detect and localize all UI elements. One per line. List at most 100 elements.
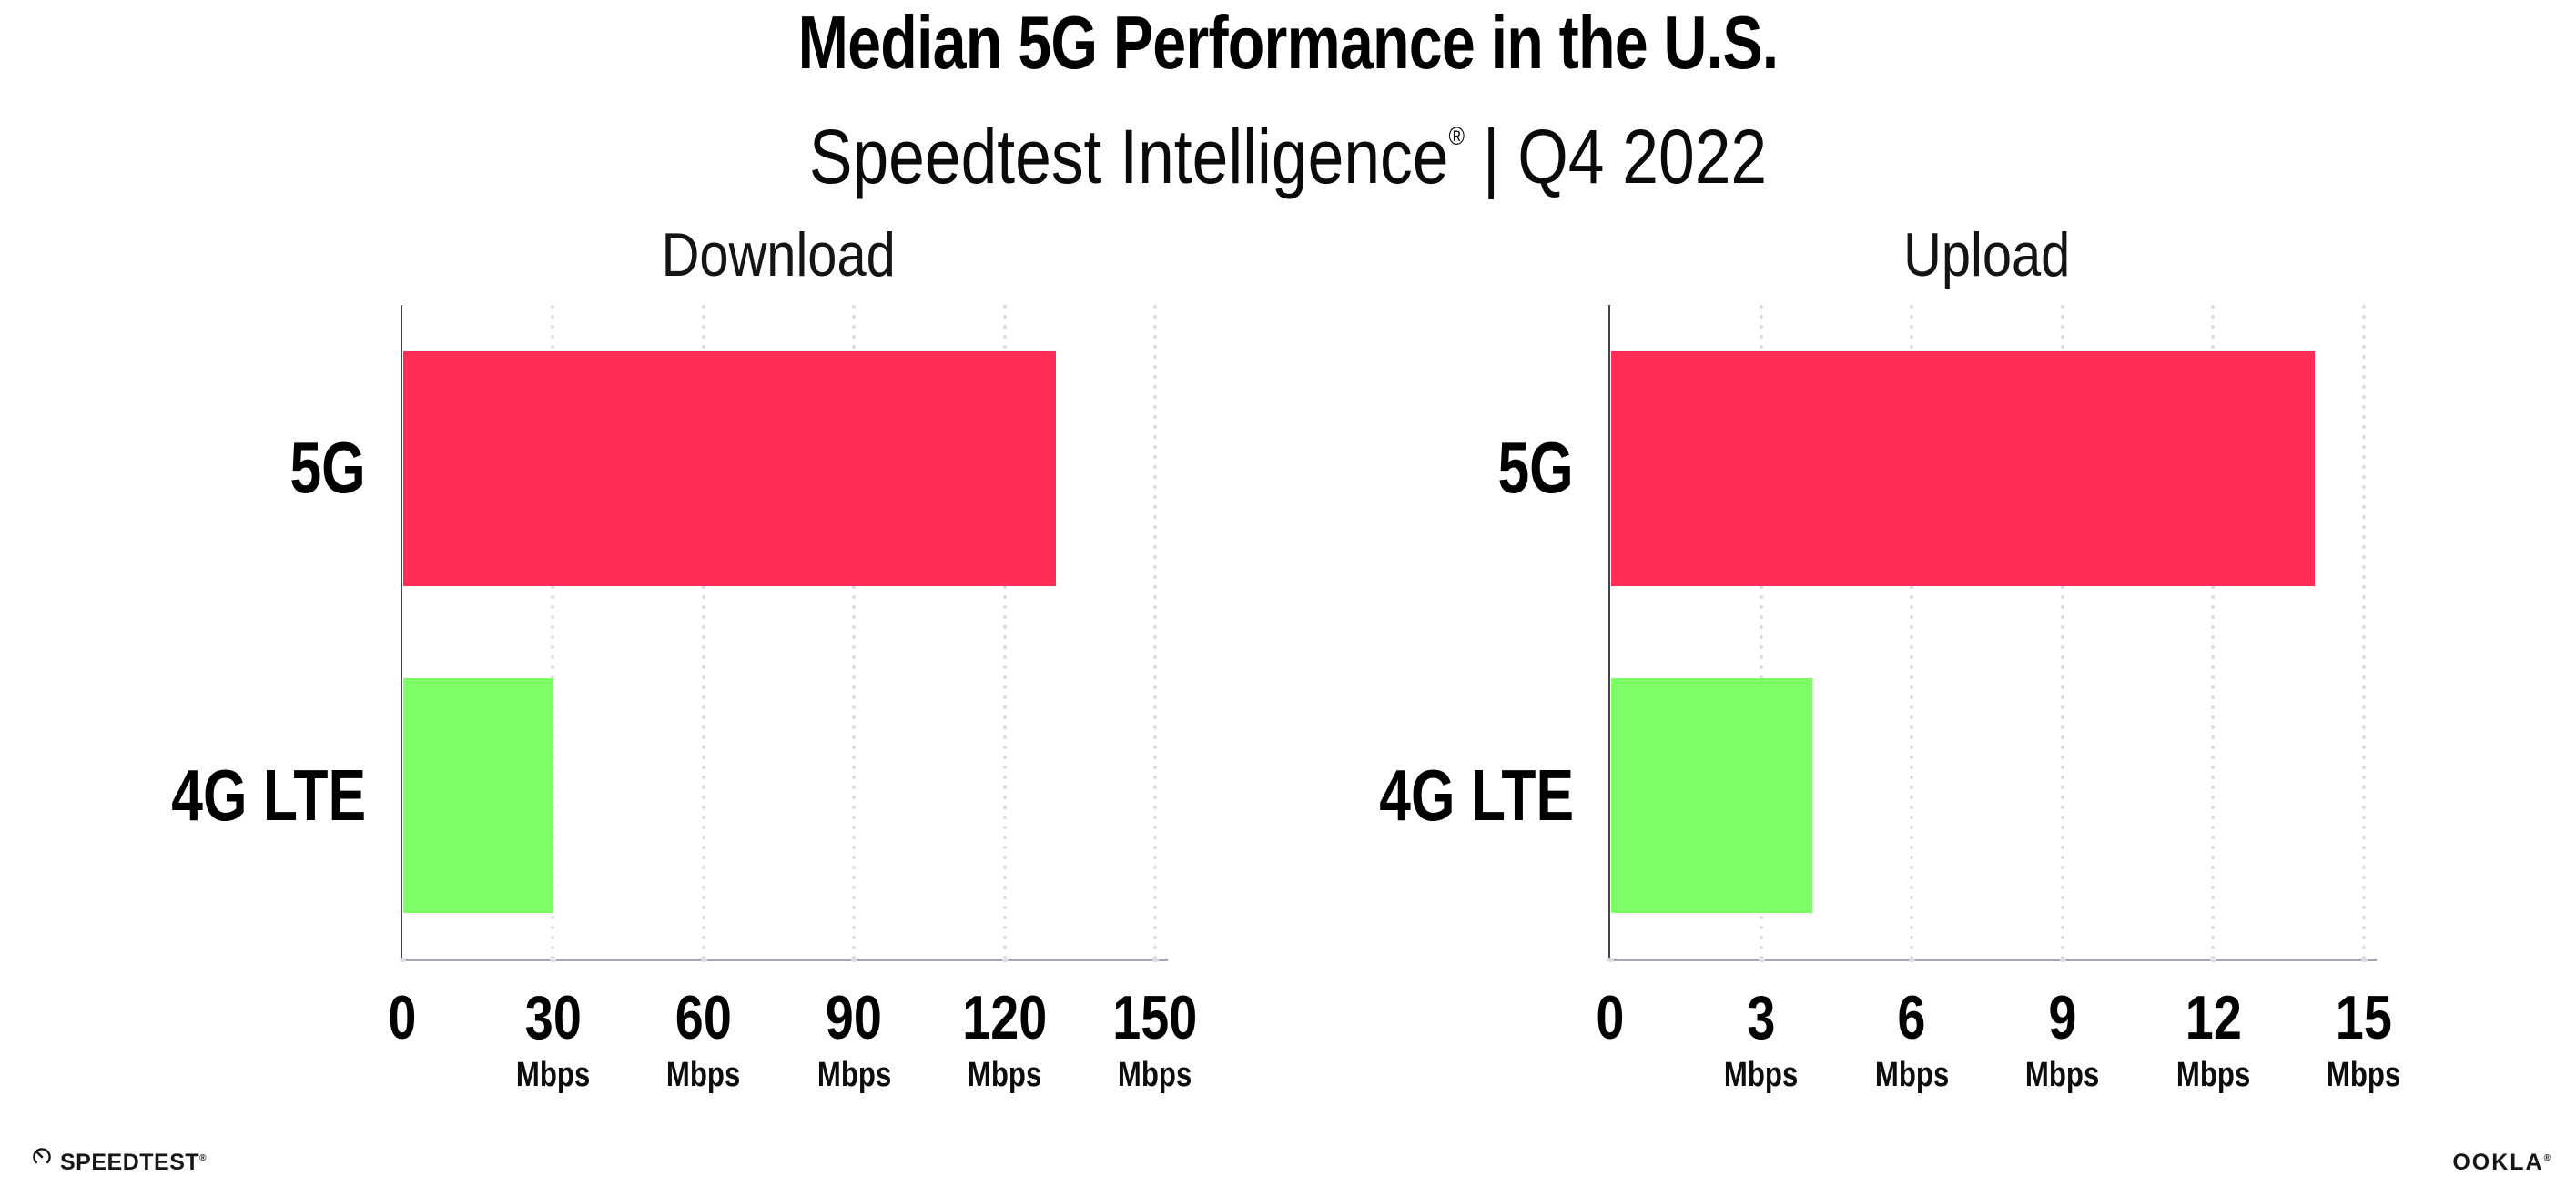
ookla-wordmark: OOKLA <box>2452 1150 2544 1175</box>
tick-dot-6 <box>1909 958 1916 962</box>
tick-label-text: 60 <box>674 983 732 1052</box>
tick-label-9: 9 <box>1962 981 2163 1054</box>
tick-label-90: 90 <box>754 981 954 1054</box>
tick-unit-120: Mbps <box>905 1054 1105 1096</box>
tick-dot-0 <box>400 958 406 962</box>
gridline-60 <box>701 305 705 959</box>
tick-unit-6: Mbps <box>1811 1054 2012 1096</box>
tick-dot-0 <box>1607 958 1614 962</box>
tick-label-text: 15 <box>2335 983 2393 1052</box>
tick-unit-text: Mbps <box>967 1056 1042 1094</box>
tick-label-0: 0 <box>1510 981 1710 1054</box>
registered-mark: ® <box>1448 122 1465 150</box>
subtitle-brand: Speedtest Intelligence <box>808 114 1449 199</box>
ookla-logo: OOKLA® <box>2452 1145 2551 1175</box>
tick-label-30: 30 <box>452 981 653 1054</box>
download-chart-title: Download <box>402 218 1155 291</box>
upload-plot-area <box>1607 305 2377 962</box>
row-label-5g: 5G <box>20 413 366 522</box>
tick-dot-120 <box>1001 958 1009 962</box>
row-label-5g-text: 5G <box>289 427 366 508</box>
bar-5g <box>403 351 1056 586</box>
tick-dot-3 <box>1758 958 1765 962</box>
gridline-30 <box>551 305 555 959</box>
tick-unit-60: Mbps <box>603 1054 804 1096</box>
page-title: Median 5G Performance in the U.S. <box>0 0 2576 86</box>
tick-unit-text: Mbps <box>1874 1056 1949 1094</box>
bar-4g-lte <box>1611 678 1812 913</box>
tick-label-text: 6 <box>1897 983 1926 1052</box>
bar-4g-lte <box>403 678 553 913</box>
gridline-6 <box>1910 305 1914 959</box>
tick-label-60: 60 <box>603 981 804 1054</box>
x-axis <box>1608 959 2377 961</box>
tick-unit-9: Mbps <box>1962 1054 2163 1096</box>
row-label-4g-lte: 4G LTE <box>20 741 366 850</box>
row-label-4g-lte-text: 4G LTE <box>171 755 366 836</box>
tick-label-text: 9 <box>2048 983 2077 1052</box>
tick-unit-text: Mbps <box>515 1056 591 1094</box>
gridline-120 <box>1002 305 1007 959</box>
tick-dot-90 <box>851 958 858 962</box>
gridline-15 <box>2362 305 2366 959</box>
tick-label-12: 12 <box>2113 981 2313 1054</box>
subtitle-text: Speedtest Intelligence® | Q4 2022 <box>809 91 1767 202</box>
tick-label-3: 3 <box>1661 981 1861 1054</box>
bar-5g <box>1611 351 2315 586</box>
tick-label-text: 90 <box>826 983 883 1052</box>
tick-unit-12: Mbps <box>2113 1054 2313 1096</box>
upload-chart-title: Upload <box>1610 218 2364 291</box>
download-chart: Download 5G 4G LTE 0 30 Mbps 60 Mbps 90 Mbps 12… <box>20 209 1228 1106</box>
tick-label-text: 120 <box>962 983 1048 1052</box>
tick-dot-150 <box>1152 958 1159 962</box>
tick-unit-text: Mbps <box>666 1056 741 1094</box>
page-title-text: Median 5G Performance in the U.S. <box>797 0 1780 85</box>
upload-chart: Upload 5G 4G LTE 0 3 Mbps 6 Mbps 9 Mbps 12 Mbps 1… <box>1228 209 2437 1106</box>
tick-label-150: 150 <box>1055 981 1255 1054</box>
gridline-3 <box>1759 305 1763 959</box>
speedtest-wordmark: SPEEDTEST® <box>60 1145 207 1175</box>
tick-unit-text: Mbps <box>2175 1056 2251 1094</box>
tick-unit-text: Mbps <box>1118 1056 1192 1094</box>
tick-label-15: 15 <box>2264 981 2464 1054</box>
tick-unit-15: Mbps <box>2264 1054 2464 1096</box>
download-chart-title-text: Download <box>661 220 897 289</box>
tick-unit-text: Mbps <box>2327 1056 2401 1094</box>
speedtest-registered-mark: ® <box>199 1153 207 1163</box>
tick-label-0: 0 <box>302 981 502 1054</box>
page-subtitle: Speedtest Intelligence® | Q4 2022 <box>0 91 2576 199</box>
tick-unit-text: Mbps <box>816 1056 891 1094</box>
row-label-4g-lte: 4G LTE <box>1228 741 1574 850</box>
tick-dot-15 <box>2361 958 2368 962</box>
y-axis <box>401 305 402 960</box>
tick-label-text: 3 <box>1747 983 1776 1052</box>
tick-unit-3: Mbps <box>1661 1054 1861 1096</box>
tick-unit-150: Mbps <box>1055 1054 1255 1096</box>
x-axis <box>401 959 1168 961</box>
tick-label-text: 0 <box>1596 983 1625 1052</box>
tick-dot-9 <box>2059 958 2066 962</box>
gridline-12 <box>2211 305 2216 959</box>
subtitle-period: | Q4 2022 <box>1464 114 1768 199</box>
tick-unit-text: Mbps <box>2025 1056 2100 1094</box>
row-label-5g: 5G <box>1228 413 1574 522</box>
row-label-5g-text: 5G <box>1497 427 1574 508</box>
tick-dot-60 <box>700 958 707 962</box>
y-axis <box>1608 305 1610 960</box>
tick-label-text: 0 <box>388 983 417 1052</box>
tick-unit-90: Mbps <box>754 1054 954 1096</box>
row-label-4g-lte-text: 4G LTE <box>1379 755 1574 836</box>
tick-unit-30: Mbps <box>452 1054 653 1096</box>
gridline-9 <box>2060 305 2064 959</box>
tick-dot-30 <box>550 958 557 962</box>
gridline-150 <box>1153 305 1157 959</box>
tick-label-text: 12 <box>2185 983 2242 1052</box>
tick-dot-12 <box>2210 958 2217 962</box>
tick-label-text: 30 <box>524 983 582 1052</box>
download-plot-area <box>400 305 1168 962</box>
ookla-registered-mark: ® <box>2543 1153 2551 1163</box>
speedtest-wordmark-text: SPEEDTEST <box>60 1150 200 1175</box>
tick-label-6: 6 <box>1811 981 2012 1054</box>
tick-unit-text: Mbps <box>1723 1056 1799 1094</box>
tick-label-120: 120 <box>905 981 1105 1054</box>
